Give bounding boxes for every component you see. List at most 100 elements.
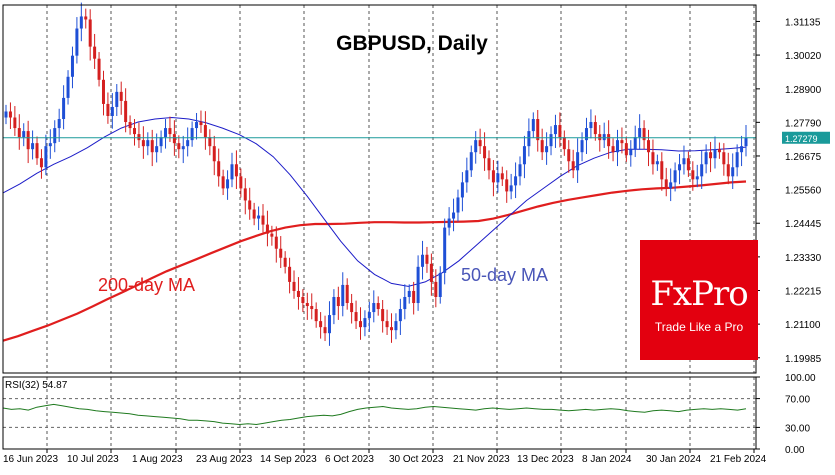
- candle-body: [500, 173, 504, 180]
- candle-body: [615, 140, 619, 153]
- candle-body: [438, 272, 442, 297]
- date-tick-label: 14 Sep 2023: [260, 454, 317, 465]
- axes: 16 Jun 2023 10 Jul 2023 1 Aug 2023 23 Aug 2…: [2, 4, 830, 465]
- candle-body: [70, 55, 74, 77]
- candle-body: [700, 164, 704, 177]
- candle-body: [199, 122, 203, 126]
- price-tick-label: 1.27790: [785, 118, 822, 129]
- candle-body: [203, 125, 207, 138]
- candle-body: [465, 170, 469, 183]
- candle-body: [434, 281, 438, 297]
- candle-body: [367, 312, 371, 319]
- rsi-tick-label: 100.00: [785, 373, 816, 384]
- candle-body: [536, 119, 540, 141]
- candle-body: [234, 164, 238, 177]
- candle-body: [407, 290, 411, 297]
- candle-body: [363, 318, 367, 328]
- candle-body: [217, 161, 221, 177]
- current-price-badge: [782, 131, 830, 144]
- rsi-tick-label: 0.00: [785, 445, 805, 456]
- candle-body: [186, 140, 190, 147]
- price-tick-label: 1.19985: [785, 354, 822, 365]
- candle-body: [93, 46, 97, 59]
- candle-body: [274, 236, 278, 249]
- candle-body: [150, 140, 154, 153]
- candle-body: [647, 140, 651, 153]
- candle-body: [425, 254, 429, 264]
- candle-body: [664, 179, 668, 189]
- candle-body: [155, 146, 159, 153]
- candle-body: [146, 140, 150, 147]
- candle-body: [611, 146, 615, 153]
- price-tick-label: 1.25560: [785, 186, 822, 197]
- candle-body: [505, 179, 509, 192]
- candle-body: [177, 143, 181, 150]
- candle-body: [97, 58, 101, 80]
- candle-body: [48, 143, 52, 147]
- candle-body: [633, 137, 637, 150]
- ma-200-label: 200-day MA: [98, 275, 195, 295]
- candle-body: [673, 170, 677, 183]
- candle-body: [319, 321, 323, 328]
- candle-body: [487, 158, 491, 171]
- candle-body: [4, 111, 8, 118]
- candle-body: [26, 131, 30, 150]
- current-price-badge-label: 1.27279: [785, 134, 818, 144]
- candle-body: [62, 97, 66, 120]
- logo-name: FxPro: [650, 274, 748, 314]
- candle-body: [740, 146, 744, 153]
- candle-body: [221, 176, 225, 189]
- candle-body: [345, 284, 349, 304]
- candle-body: [101, 79, 105, 104]
- candle-body: [593, 122, 597, 135]
- candle-body: [292, 281, 296, 291]
- candle-body: [553, 125, 557, 135]
- candle-body: [168, 128, 172, 135]
- candle-body: [376, 303, 380, 310]
- candle-body: [243, 188, 247, 201]
- chart-title: GBPUSD, Daily: [336, 32, 488, 55]
- candle-body: [576, 152, 580, 171]
- candle-body: [261, 215, 265, 225]
- candle-body: [341, 284, 345, 307]
- candle-body: [44, 146, 48, 168]
- candle-body: [381, 309, 385, 322]
- candle-body: [66, 76, 70, 98]
- candle-body: [398, 309, 402, 322]
- candle-body: [336, 296, 340, 307]
- candle-body: [571, 161, 575, 171]
- candle-body: [731, 167, 735, 177]
- candle-body: [181, 146, 185, 150]
- price-tick-label: 1.31135: [785, 17, 821, 28]
- candle-body: [390, 327, 394, 331]
- candle-body: [682, 158, 686, 165]
- candle-body: [75, 28, 79, 56]
- candle-body: [394, 321, 398, 331]
- candle-body: [248, 200, 252, 210]
- price-tick-label: 1.30020: [785, 51, 822, 62]
- price-tick-label: 1.28900: [785, 85, 822, 96]
- candle-body: [447, 218, 451, 228]
- candle-body: [691, 170, 695, 180]
- candle-body: [598, 134, 602, 141]
- candle-body: [141, 140, 145, 147]
- candle-body: [744, 137, 748, 147]
- candle-body: [531, 119, 535, 132]
- rsi-label: RSI(32) 54.87: [5, 380, 68, 391]
- candle-body: [620, 140, 624, 144]
- candle-body: [372, 303, 376, 313]
- candle-body: [549, 134, 553, 147]
- ma-200-series: [2, 180, 747, 342]
- date-tick-label: 21 Nov 2023: [453, 454, 510, 465]
- candle-body: [195, 122, 199, 129]
- candle-body: [327, 315, 331, 334]
- candle-body: [717, 149, 721, 153]
- candle-body: [53, 128, 57, 144]
- candle-body: [638, 128, 642, 138]
- candle-body: [403, 296, 407, 310]
- candle-body: [159, 137, 163, 147]
- candle-body: [580, 140, 584, 153]
- date-tick-label: 10 Jul 2023: [67, 454, 119, 465]
- candle-body: [624, 143, 628, 156]
